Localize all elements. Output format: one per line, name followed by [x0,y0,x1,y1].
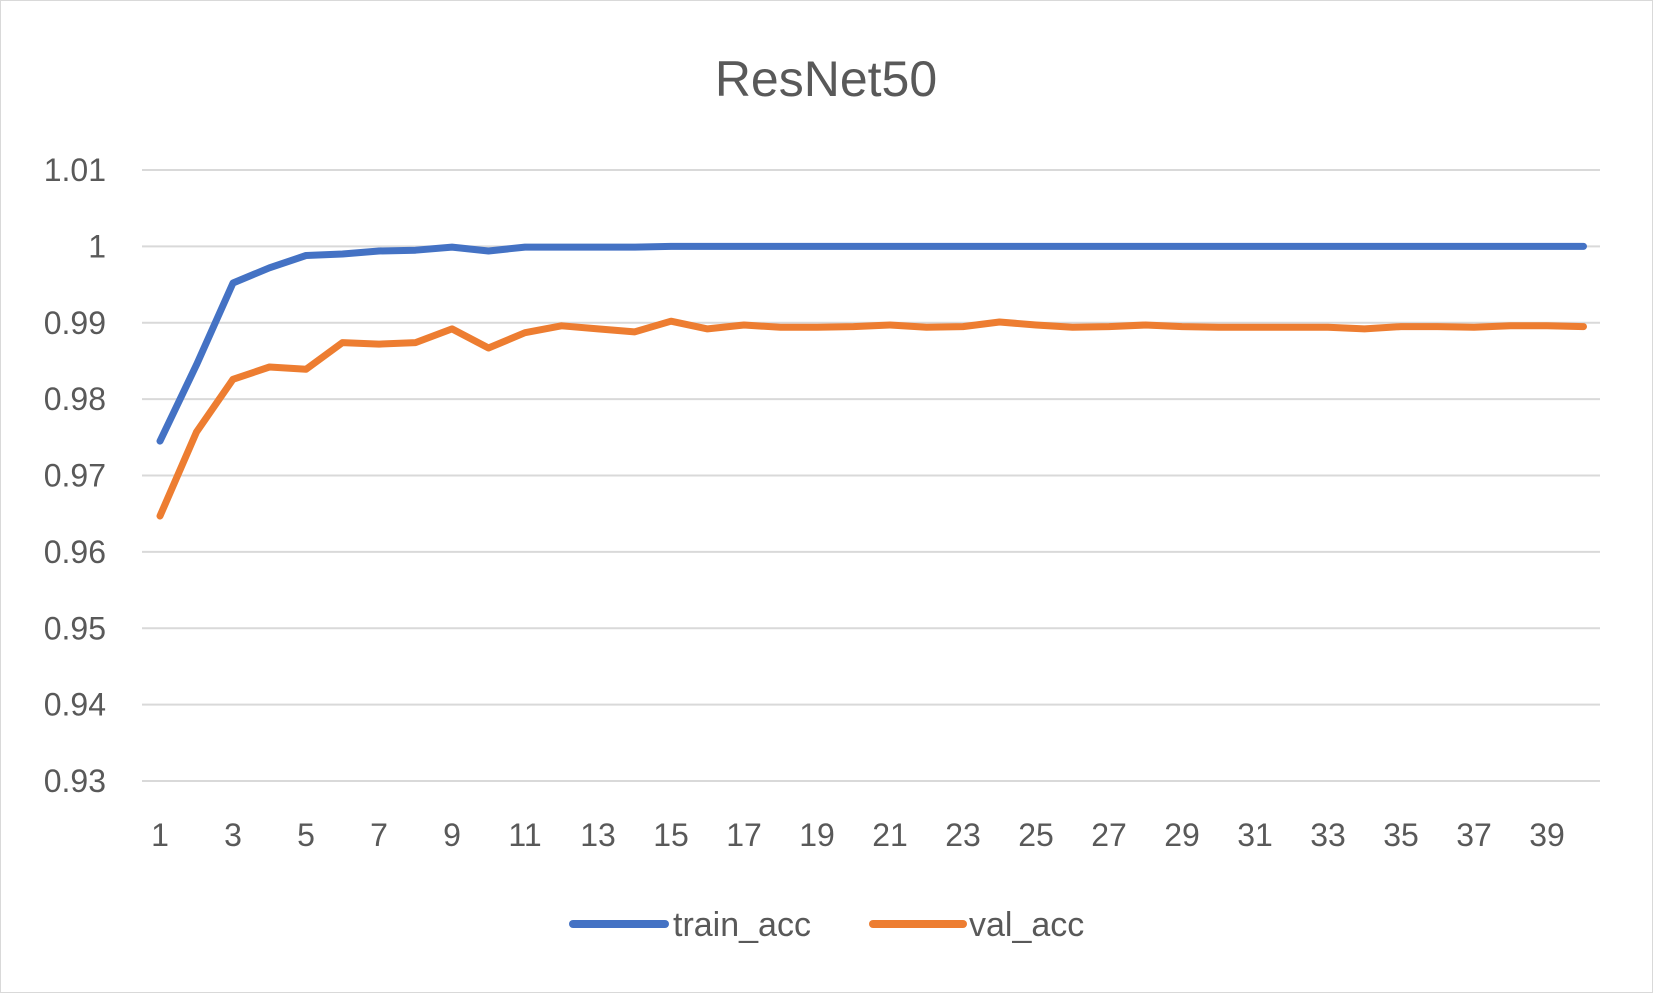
x-tick-label: 15 [653,817,689,853]
chart-title: ResNet50 [715,51,937,107]
x-tick-label: 5 [297,817,315,853]
x-tick-label: 13 [580,817,616,853]
legend: train_acc val_acc [569,906,1084,944]
y-tick-label: 0.93 [44,763,106,799]
legend-item-train-acc[interactable]: train_acc [569,906,811,944]
x-tick-label: 7 [370,817,388,853]
x-tick-label: 21 [872,817,908,853]
x-tick-label: 1 [151,817,169,853]
series-line-train-acc[interactable] [156,242,1587,445]
y-tick-label: 1.01 [44,152,106,188]
y-axis-tick-labels: 0.93 0.94 0.95 0.96 0.97 0.98 0.99 1 1.01 [44,152,106,799]
x-tick-label: 39 [1529,817,1565,853]
y-tick-label: 0.99 [44,305,106,341]
x-tick-label: 27 [1091,817,1127,853]
legend-item-val-acc[interactable]: val_acc [869,906,1084,944]
x-tick-label: 29 [1164,817,1200,853]
x-tick-label: 11 [508,817,541,853]
x-tick-label: 23 [945,817,981,853]
legend-label-train-acc: train_acc [673,906,811,944]
y-tick-label: 0.96 [44,534,106,570]
series-lines [156,242,1587,520]
y-tick-label: 0.94 [44,687,106,723]
x-axis-tick-labels: 1 3 5 7 9 11 13 15 17 19 21 23 25 27 29 31 33 35 37 39 [151,817,1565,853]
x-tick-label: 35 [1383,817,1419,853]
y-tick-label: 1 [88,228,106,264]
x-tick-label: 33 [1310,817,1346,853]
x-tick-label: 31 [1237,817,1273,853]
x-tick-label: 19 [799,817,835,853]
y-tick-label: 0.95 [44,610,106,646]
x-tick-label: 37 [1456,817,1492,853]
x-tick-label: 17 [726,817,762,853]
series-line-val-acc[interactable] [156,317,1587,520]
y-tick-label: 0.98 [44,381,106,417]
x-tick-label: 9 [443,817,461,853]
legend-label-val-acc: val_acc [969,906,1084,944]
x-tick-label: 3 [224,817,242,853]
y-tick-label: 0.97 [44,458,106,494]
x-tick-label: 25 [1018,817,1054,853]
gridlines [142,169,1600,782]
